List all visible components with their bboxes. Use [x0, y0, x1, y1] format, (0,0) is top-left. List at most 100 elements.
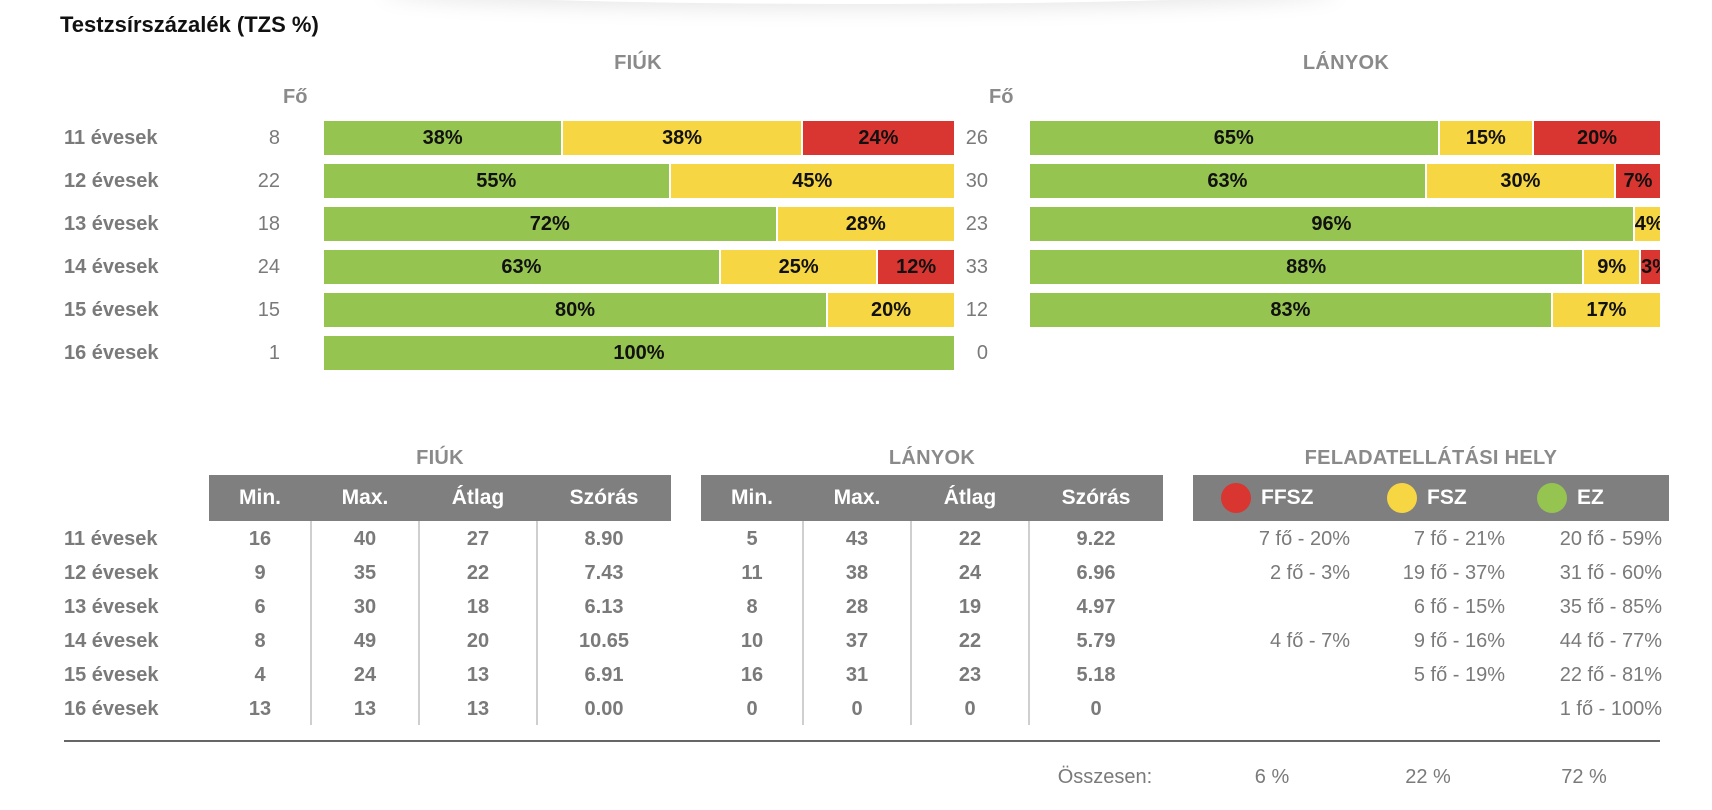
- bar-segment-yellow: 45%: [670, 164, 954, 198]
- table-cell: 0: [964, 698, 976, 720]
- table-header-lanyok: Min. Max. Átlag Szórás: [701, 475, 1163, 521]
- total-value: 22 %: [1405, 766, 1451, 788]
- column-divider: [802, 521, 804, 725]
- feladat-cell: 9 fő - 16%: [1413, 630, 1505, 652]
- feladat-cell: 22 fő - 81%: [1559, 664, 1662, 686]
- legend-item-fsz: FSZ: [1387, 475, 1467, 521]
- row-count: 8: [268, 127, 280, 149]
- table-cell: 9.22: [1076, 528, 1116, 550]
- stacked-bar: 88%9%3%: [1030, 250, 1660, 284]
- bar-segment-yellow: 30%: [1426, 164, 1616, 198]
- bar-segment-yellow: 28%: [777, 207, 954, 241]
- table-cell: 10.65: [578, 630, 630, 652]
- table-cell: 23: [958, 664, 982, 686]
- legend-header: FFSZ FSZ EZ: [1193, 475, 1669, 521]
- table-cell: 13: [466, 698, 490, 720]
- bar-segment-green: 55%: [324, 164, 671, 198]
- table-row-label: 16 évesek: [64, 698, 159, 720]
- table-cell: 4.97: [1076, 596, 1116, 618]
- table-row-label: 15 évesek: [64, 664, 159, 686]
- feladat-cell: 31 fő - 60%: [1559, 562, 1662, 584]
- legend-item-ez: EZ: [1537, 475, 1604, 521]
- table-cell: 0: [746, 698, 758, 720]
- table-cell: 0.00: [584, 698, 624, 720]
- table-cell: 30: [353, 596, 377, 618]
- bar-segment-green: 83%: [1030, 293, 1553, 327]
- column-divider: [1028, 521, 1030, 725]
- stacked-bar: 72% 28%: [324, 207, 954, 241]
- table-cell: 6: [254, 596, 266, 618]
- chart-title-fiuk: FIÚK: [614, 52, 662, 74]
- count-header: Fő: [283, 86, 308, 108]
- column-header: Min.: [731, 486, 773, 509]
- table-cell: 28: [845, 596, 869, 618]
- row-count: 22: [257, 170, 280, 192]
- stacked-bar: 63% 30% 7%: [1030, 164, 1660, 198]
- table-cell: 35: [353, 562, 377, 584]
- column-divider: [310, 521, 312, 725]
- table-cell: 38: [845, 562, 869, 584]
- table-cell: 49: [353, 630, 377, 652]
- row-count: 12: [965, 299, 988, 321]
- yellow-dot-icon: [1387, 483, 1417, 513]
- table-cell: 10: [740, 630, 764, 652]
- table-cell: 20: [466, 630, 490, 652]
- table-cell: 6.13: [584, 596, 624, 618]
- bar-segment-yellow: 4%: [1634, 207, 1660, 241]
- table-cell: 6.96: [1076, 562, 1116, 584]
- bar-segment-red: 7%: [1615, 164, 1660, 198]
- bar-segment-green: 96%: [1030, 207, 1635, 241]
- table-cell: 22: [466, 562, 490, 584]
- bar-segment-green: 88%: [1030, 250, 1585, 284]
- chart-title-lanyok: LÁNYOK: [1302, 52, 1390, 74]
- stacked-bar: 83% 17%: [1030, 293, 1660, 327]
- legend-label: FFSZ: [1261, 486, 1314, 509]
- column-header: Szórás: [1061, 486, 1131, 509]
- table-row-label: 11 évesek: [64, 528, 158, 550]
- bar-segment-yellow: 17%: [1552, 293, 1660, 327]
- bar-segment-green: 38%: [324, 121, 564, 155]
- red-dot-icon: [1221, 483, 1251, 513]
- stacked-bar: 38% 38% 24%: [324, 121, 954, 155]
- bar-segment-yellow: 9%: [1584, 250, 1642, 284]
- bar-segment-yellow: 38%: [563, 121, 803, 155]
- table-cell: 13: [466, 664, 490, 686]
- table-cell: 37: [845, 630, 869, 652]
- bar-segment-yellow: 20%: [828, 293, 954, 327]
- count-header: Fő: [989, 86, 1014, 108]
- feladat-cell: 4 fő - 7%: [1269, 630, 1350, 652]
- feladat-cell: 7 fő - 21%: [1413, 528, 1505, 550]
- table-title-feladat: FELADATELLÁTÁSI HELY: [1304, 447, 1558, 469]
- bar-segment-yellow: 25%: [720, 250, 879, 284]
- bar-segment-green: 63%: [1030, 164, 1427, 198]
- table-title-lanyok: LÁNYOK: [888, 447, 976, 469]
- row-label: 14 évesek: [64, 256, 159, 278]
- table-cell: 43: [845, 528, 869, 550]
- feladat-cell: 6 fő - 15%: [1413, 596, 1505, 618]
- table-cell: 16: [248, 528, 272, 550]
- column-header: Max.: [341, 486, 389, 509]
- table-cell: 19: [958, 596, 982, 618]
- page-title: Testzsírszázalék (TZS %): [60, 12, 319, 37]
- table-cell: 22: [958, 630, 982, 652]
- total-value: 72 %: [1561, 766, 1607, 788]
- bar-segment-yellow: 15%: [1439, 121, 1534, 155]
- feladat-cell: 1 fő - 100%: [1559, 698, 1662, 720]
- table-row-label: 12 évesek: [64, 562, 159, 584]
- table-cell: 24: [353, 664, 377, 686]
- table-cell: 31: [845, 664, 869, 686]
- column-header: Min.: [239, 486, 281, 509]
- table-cell: 40: [353, 528, 377, 550]
- legend-label: EZ: [1577, 486, 1604, 509]
- table-cell: 27: [466, 528, 490, 550]
- table-cell: 24: [958, 562, 982, 584]
- feladat-cell: 2 fő - 3%: [1269, 562, 1350, 584]
- bar-segment-green: 63%: [324, 250, 721, 284]
- table-cell: 6.91: [584, 664, 624, 686]
- bar-segment-green: 72%: [324, 207, 778, 241]
- feladat-cell: 7 fő - 20%: [1258, 528, 1350, 550]
- bar-segment-green: 80%: [324, 293, 828, 327]
- table-cell: 13: [353, 698, 377, 720]
- table-row-label: 14 évesek: [64, 630, 159, 652]
- table-cell: 22: [958, 528, 982, 550]
